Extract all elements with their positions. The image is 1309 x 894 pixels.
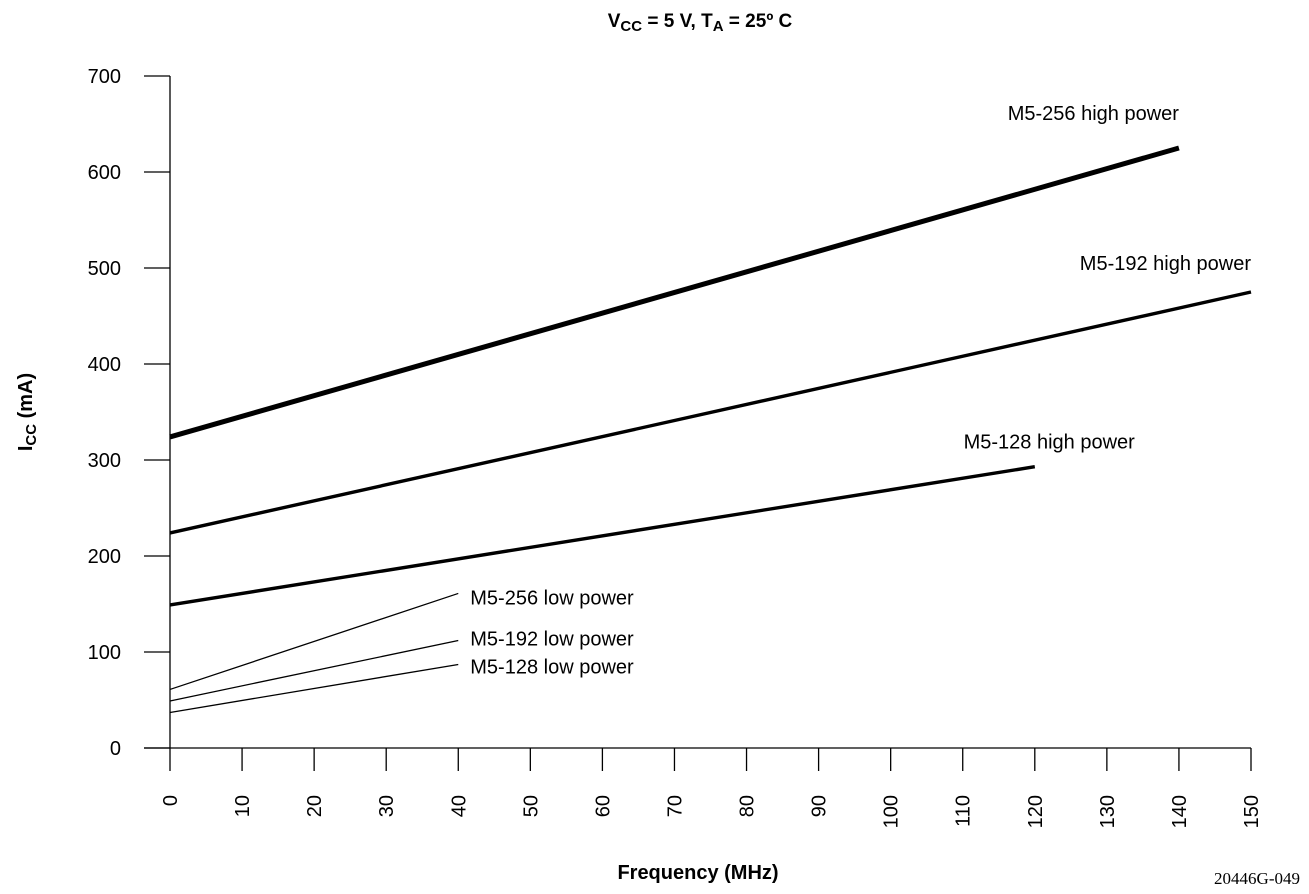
y-tick-label: 300 [88,450,121,472]
title-v-sub: CC [620,18,642,35]
x-tick-label: 130 [1097,795,1119,828]
y-axis-label: ICC (mA) [15,373,40,451]
x-tick-label: 40 [448,795,470,817]
x-tick-label: 60 [592,795,614,817]
y-tick-label: 500 [88,258,121,280]
series-label: M5-192 low power [470,628,634,650]
series-line-m5-256-low-power [169,592,459,691]
chart-title: VCC = 5 V, TA = 25º C [608,11,793,35]
x-tick-label: 30 [376,795,398,817]
series-label: M5-256 high power [1008,103,1180,125]
x-tick-label: 120 [1025,795,1047,828]
y-ticks: 0 100 200 300 400 500 600 700 [88,66,170,760]
x-axis-label: Frequency (MHz) [617,862,778,884]
title-t-rest: = 25º C [724,11,793,32]
x-tick-label: 70 [664,795,686,817]
ylabel-sub: CC [23,424,40,446]
series-line-m5-128-low-power [169,663,459,714]
series-labels: M5-256 high power M5-192 high power M5-128… [470,103,1251,678]
series-line-m5-192-high-power [169,290,1252,535]
x-ticks: 0 10 20 30 40 50 60 70 80 90 100 110 120 130 140 150 [160,748,1263,828]
x-tick-label: 100 [881,795,903,828]
y-tick-label: 0 [110,738,121,760]
ylabel-rest: (mA) [15,373,37,424]
y-tick-label: 100 [88,642,121,664]
series-line-m5-128-high-power [169,465,1036,607]
title-t-sub: A [713,18,724,35]
ylabel-main: I [15,446,37,452]
x-tick-label: 140 [1169,795,1191,828]
x-tick-label: 50 [520,795,542,817]
x-tick-label: 80 [737,795,759,817]
x-tick-label: 20 [304,795,326,817]
x-tick-label: 110 [953,795,975,827]
series-line-m5-256-high-power [169,145,1180,440]
y-tick-label: 600 [88,162,121,184]
series-label: M5-192 high power [1080,253,1252,275]
series-lines [169,145,1252,714]
x-tick-label: 10 [232,795,254,817]
y-tick-label: 200 [88,546,121,568]
series-line-m5-192-low-power [169,639,459,702]
figure-id: 20446G-049 [1214,869,1300,888]
x-tick-label: 90 [809,795,831,817]
y-tick-label: 400 [88,354,121,376]
y-tick-label: 700 [88,66,121,88]
title-v: V [608,11,621,32]
series-label: M5-256 low power [470,587,634,609]
x-tick-label: 0 [160,795,182,806]
x-tick-label: 150 [1241,795,1263,828]
series-label: M5-128 high power [964,432,1136,454]
series-label: M5-128 low power [470,656,634,678]
title-v-rest: = 5 V, T [642,11,713,32]
